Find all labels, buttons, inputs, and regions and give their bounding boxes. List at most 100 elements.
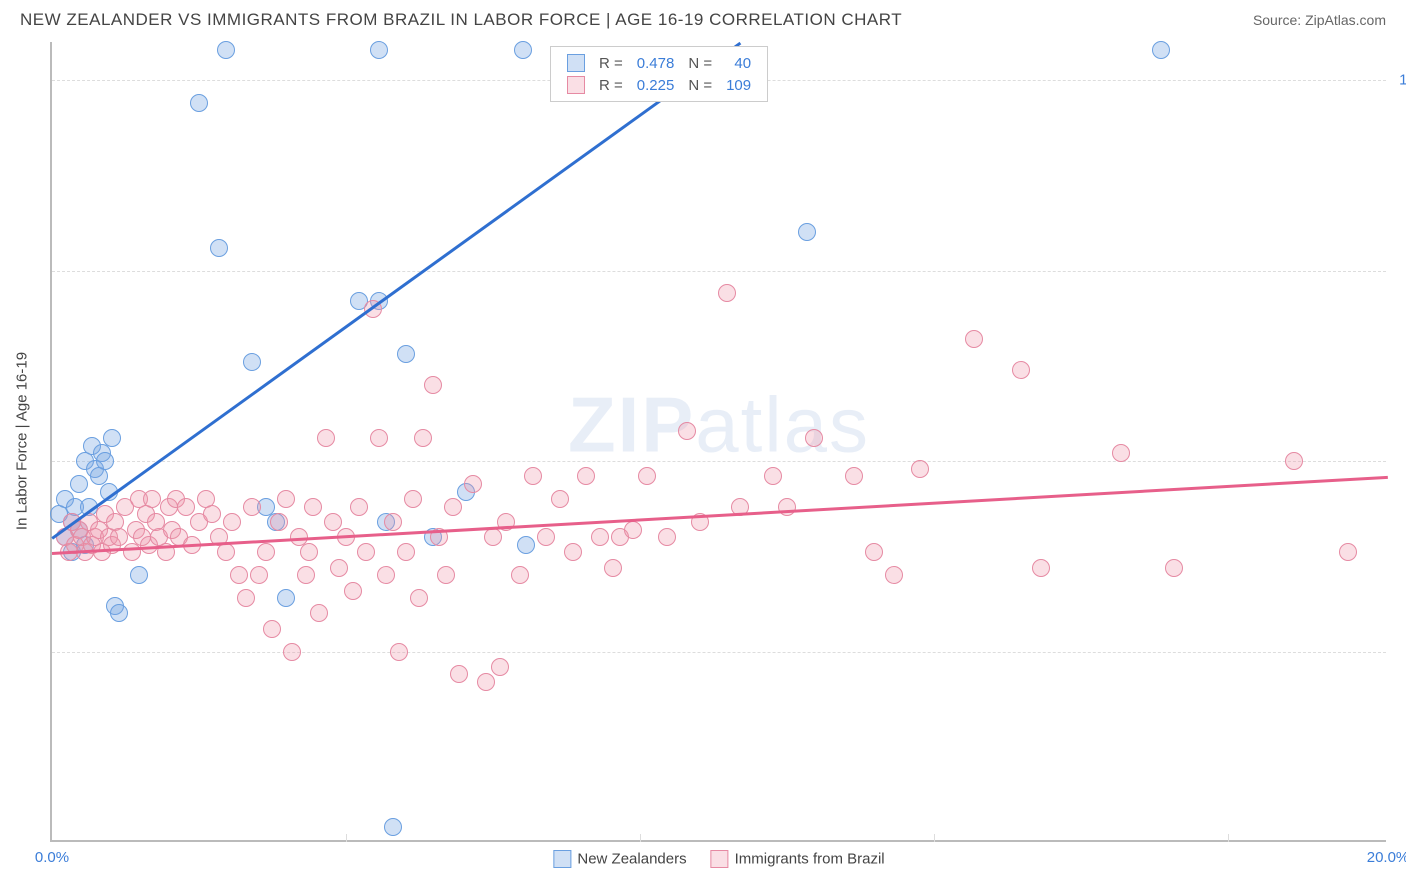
data-point — [911, 460, 929, 478]
data-point — [517, 536, 535, 554]
data-point — [718, 284, 736, 302]
gridline-vertical — [346, 834, 347, 842]
y-axis-title: In Labor Force | Age 16-19 — [14, 352, 31, 530]
data-point — [70, 475, 88, 493]
data-point — [865, 543, 883, 561]
data-point — [317, 429, 335, 447]
legend-n-value: 40 — [720, 53, 757, 73]
series-legend: New Zealanders Immigrants from Brazil — [553, 850, 884, 868]
data-point — [845, 467, 863, 485]
data-point — [885, 566, 903, 584]
data-point — [551, 490, 569, 508]
data-point — [357, 543, 375, 561]
data-point — [270, 513, 288, 531]
legend-r-label: R = — [593, 75, 629, 95]
data-point — [477, 673, 495, 691]
chart-header: NEW ZEALANDER VS IMMIGRANTS FROM BRAZIL … — [0, 0, 1406, 34]
data-point — [450, 665, 468, 683]
data-point — [404, 490, 422, 508]
data-point — [577, 467, 595, 485]
data-point — [230, 566, 248, 584]
data-point — [604, 559, 622, 577]
data-point — [243, 353, 261, 371]
data-point — [424, 376, 442, 394]
legend-swatch — [567, 54, 585, 72]
data-point — [237, 589, 255, 607]
data-point — [350, 498, 368, 516]
gridline-vertical — [934, 834, 935, 842]
data-point — [283, 643, 301, 661]
data-point — [798, 223, 816, 241]
data-point — [370, 41, 388, 59]
data-point — [444, 498, 462, 516]
data-point — [210, 239, 228, 257]
data-point — [203, 505, 221, 523]
chart-container: In Labor Force | Age 16-19 ZIPatlas 25.0… — [50, 42, 1386, 842]
data-point — [304, 498, 322, 516]
data-point — [1339, 543, 1357, 561]
source-prefix: Source: — [1253, 12, 1305, 28]
data-point — [397, 345, 415, 363]
data-point — [414, 429, 432, 447]
x-tick-label: 0.0% — [35, 849, 69, 866]
data-point — [1012, 361, 1030, 379]
data-point — [805, 429, 823, 447]
legend-r-label: R = — [593, 53, 629, 73]
data-point — [330, 559, 348, 577]
data-point — [764, 467, 782, 485]
data-point — [143, 490, 161, 508]
data-point — [384, 513, 402, 531]
data-point — [300, 543, 318, 561]
legend-r-value: 0.478 — [631, 53, 681, 73]
data-point — [564, 543, 582, 561]
data-point — [344, 582, 362, 600]
data-point — [1152, 41, 1170, 59]
data-point — [103, 429, 121, 447]
data-point — [377, 566, 395, 584]
data-point — [96, 452, 114, 470]
scatter-plot: In Labor Force | Age 16-19 ZIPatlas 25.0… — [50, 42, 1386, 842]
data-point — [110, 604, 128, 622]
data-point — [1165, 559, 1183, 577]
data-point — [638, 467, 656, 485]
data-point — [277, 490, 295, 508]
data-point — [370, 429, 388, 447]
data-point — [965, 330, 983, 348]
data-point — [110, 528, 128, 546]
legend-swatch — [553, 850, 571, 868]
data-point — [484, 528, 502, 546]
data-point — [310, 604, 328, 622]
data-point — [624, 521, 642, 539]
data-point — [177, 498, 195, 516]
legend-n-label: N = — [682, 53, 718, 73]
data-point — [217, 543, 235, 561]
data-point — [217, 41, 235, 59]
data-point — [324, 513, 342, 531]
data-point — [190, 94, 208, 112]
trend-line — [51, 42, 740, 539]
chart-source: Source: ZipAtlas.com — [1253, 12, 1386, 28]
data-point — [464, 475, 482, 493]
legend-series-name: Immigrants from Brazil — [735, 851, 885, 868]
legend-r-value: 0.225 — [631, 75, 681, 95]
data-point — [1285, 452, 1303, 470]
gridline-horizontal — [52, 461, 1386, 462]
legend-n-label: N = — [682, 75, 718, 95]
data-point — [390, 643, 408, 661]
x-tick-label: 20.0% — [1367, 849, 1406, 866]
chart-title: NEW ZEALANDER VS IMMIGRANTS FROM BRAZIL … — [20, 10, 902, 30]
gridline-vertical — [640, 834, 641, 842]
data-point — [384, 818, 402, 836]
data-point — [250, 566, 268, 584]
data-point — [410, 589, 428, 607]
data-point — [511, 566, 529, 584]
legend-n-value: 109 — [720, 75, 757, 95]
correlation-legend: R =0.478N =40 R =0.225N =109 — [550, 46, 768, 102]
data-point — [514, 41, 532, 59]
legend-swatch — [567, 76, 585, 94]
data-point — [678, 422, 696, 440]
legend-series-name: New Zealanders — [577, 851, 686, 868]
legend-swatch — [711, 850, 729, 868]
data-point — [537, 528, 555, 546]
data-point — [491, 658, 509, 676]
